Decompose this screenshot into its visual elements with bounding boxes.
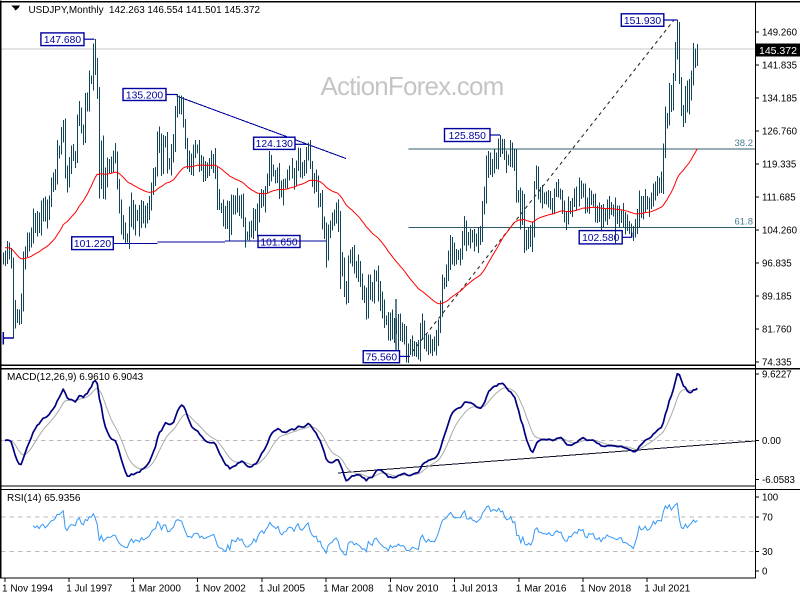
svg-text:89.185: 89.185 [762, 292, 792, 303]
svg-text:70: 70 [762, 513, 773, 524]
svg-text:74.335: 74.335 [762, 358, 792, 369]
svg-text:100: 100 [762, 493, 779, 504]
svg-text:102.580: 102.580 [582, 233, 619, 244]
svg-text:111.685: 111.685 [762, 193, 796, 204]
svg-text:-6.0583: -6.0583 [762, 475, 795, 486]
svg-text:1 Nov 2010: 1 Nov 2010 [387, 584, 439, 595]
svg-text:96.835: 96.835 [762, 259, 792, 270]
svg-text:119.335: 119.335 [762, 160, 796, 171]
svg-text:ActionForex.com: ActionForex.com [320, 71, 503, 101]
svg-text:1 Nov 2018: 1 Nov 2018 [580, 584, 632, 595]
svg-text:145.372: 145.372 [759, 45, 797, 57]
svg-text:151.930: 151.930 [624, 16, 661, 27]
svg-text:147.680: 147.680 [44, 35, 81, 46]
svg-text:1 Jul 2013: 1 Jul 2013 [452, 584, 499, 595]
svg-text:1 Nov 2002: 1 Nov 2002 [195, 584, 247, 595]
svg-text:MACD(12,26,9) 6.9610 6.9043: MACD(12,26,9) 6.9610 6.9043 [7, 372, 144, 383]
svg-text:38.2: 38.2 [735, 138, 754, 149]
svg-text:1 Jul 2005: 1 Jul 2005 [259, 584, 306, 595]
svg-text:1 Mar 2008: 1 Mar 2008 [323, 584, 374, 595]
svg-text:126.760: 126.760 [762, 127, 798, 138]
svg-text:RSI(14) 65.9356: RSI(14) 65.9356 [7, 493, 81, 504]
svg-text:USDJPY,Monthly 142.263 146.55: USDJPY,Monthly 142.263 146.554 141.501 1… [29, 5, 261, 16]
svg-text:134.185: 134.185 [762, 94, 797, 105]
svg-text:1 Mar 2016: 1 Mar 2016 [516, 584, 567, 595]
svg-text:125.850: 125.850 [449, 131, 486, 142]
svg-text:0.00: 0.00 [762, 436, 781, 447]
svg-text:9.6227: 9.6227 [762, 370, 792, 381]
svg-text:101.650: 101.650 [260, 237, 297, 248]
svg-text:81.760: 81.760 [762, 325, 792, 336]
svg-text:1 Mar 2000: 1 Mar 2000 [130, 584, 181, 595]
svg-text:141.835: 141.835 [762, 61, 797, 72]
svg-text:101.220: 101.220 [74, 239, 111, 250]
svg-text:124.130: 124.130 [256, 139, 293, 150]
svg-text:75.560: 75.560 [366, 353, 398, 364]
svg-text:0: 0 [762, 567, 768, 578]
svg-text:1 Jul 2021: 1 Jul 2021 [644, 584, 691, 595]
svg-text:149.260: 149.260 [762, 28, 798, 39]
svg-text:1 Jul 1997: 1 Jul 1997 [66, 584, 113, 595]
svg-text:1 Nov 1994: 1 Nov 1994 [2, 584, 54, 595]
svg-text:135.200: 135.200 [126, 90, 163, 101]
svg-text:61.8: 61.8 [735, 217, 754, 228]
svg-text:30: 30 [762, 547, 773, 558]
svg-text:104.260: 104.260 [762, 226, 798, 237]
